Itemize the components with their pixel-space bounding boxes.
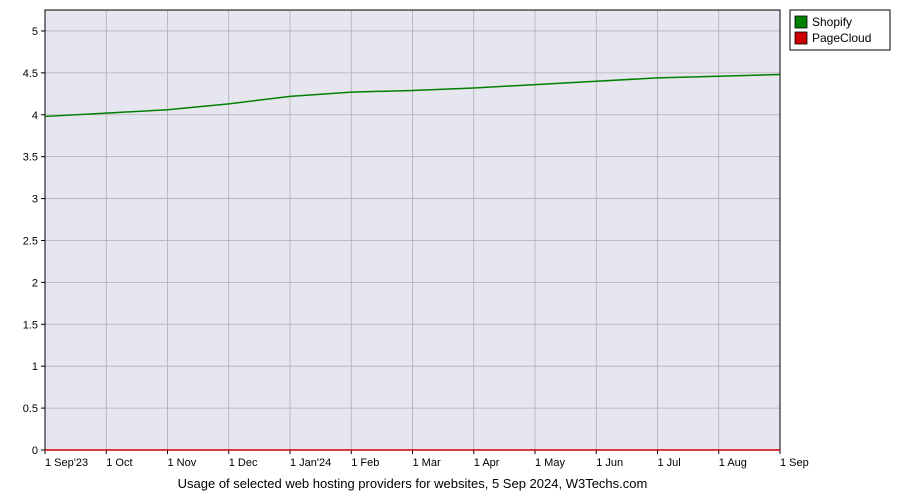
x-tick-label: 1 Jan'24: [290, 457, 331, 469]
x-tick-label: 1 Nov: [168, 457, 197, 469]
legend-swatch: [795, 16, 807, 28]
x-tick-label: 1 Apr: [474, 457, 500, 469]
y-tick-label: 5: [32, 26, 38, 38]
y-tick-label: 0: [32, 445, 38, 457]
chart-caption: Usage of selected web hosting providers …: [178, 476, 648, 491]
x-tick-label: 1 Dec: [229, 457, 258, 469]
x-tick-label: 1 Feb: [351, 457, 379, 469]
y-tick-label: 3.5: [23, 152, 38, 164]
y-tick-label: 3: [32, 194, 38, 206]
y-tick-label: 1: [32, 361, 38, 373]
y-tick-label: 2: [32, 277, 38, 289]
y-tick-label: 4.5: [23, 68, 38, 80]
y-tick-label: 0.5: [23, 403, 38, 415]
legend-label: Shopify: [812, 15, 852, 29]
line-chart: 0 0.5 1 1.5 2 2.5 3 3.5 4 4.5 5 1 Sep'23 1 Oct 1 Nov 1…: [0, 0, 900, 500]
x-tick-label: 1 Oct: [106, 457, 132, 469]
y-tick-label: 1.5: [23, 319, 38, 331]
y-tick-label: 4: [32, 110, 38, 122]
x-tick-label: 1 Jun: [596, 457, 623, 469]
legend-swatch: [795, 32, 807, 44]
x-tick-label: 1 Jul: [658, 457, 681, 469]
x-tick-label: 1 May: [535, 457, 565, 469]
y-tick-label: 2.5: [23, 235, 38, 247]
x-tick-label: 1 Aug: [719, 457, 747, 469]
x-tick-label: 1 Sep: [780, 457, 809, 469]
x-tick-label: 1 Mar: [413, 457, 441, 469]
chart-container: 0 0.5 1 1.5 2 2.5 3 3.5 4 4.5 5 1 Sep'23 1 Oct 1 Nov 1…: [0, 0, 900, 500]
x-tick-label: 1 Sep'23: [45, 457, 88, 469]
legend-label: PageCloud: [812, 31, 871, 45]
